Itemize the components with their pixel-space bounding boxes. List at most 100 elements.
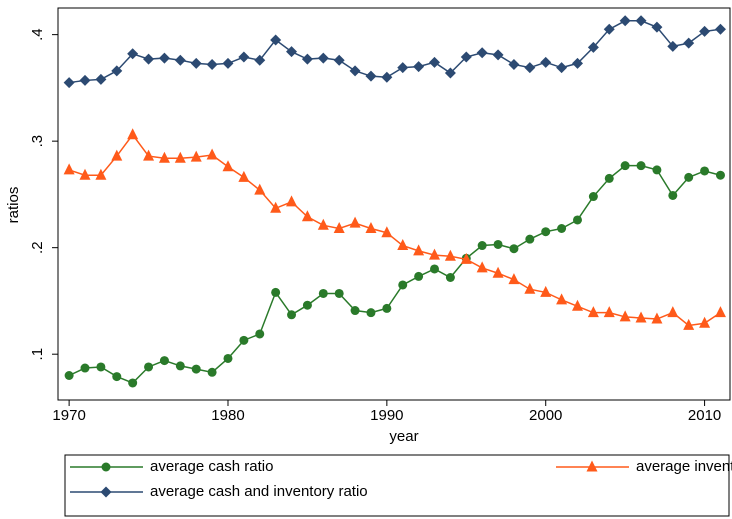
marker xyxy=(619,310,631,322)
marker xyxy=(79,168,91,180)
y-tick-label: .4 xyxy=(29,28,46,41)
y-tick-label: .2 xyxy=(29,241,46,254)
x-tick-label: 2000 xyxy=(529,407,562,424)
marker xyxy=(270,201,282,213)
marker xyxy=(317,52,329,64)
plot-frame xyxy=(57,7,731,401)
y-axis-label: ratios xyxy=(5,187,22,224)
marker xyxy=(414,271,424,281)
marker xyxy=(571,57,583,69)
marker xyxy=(365,70,377,82)
marker xyxy=(477,241,487,251)
marker xyxy=(540,56,552,68)
marker xyxy=(365,222,377,233)
marker xyxy=(64,371,74,380)
marker xyxy=(587,41,599,53)
marker xyxy=(492,266,504,278)
marker xyxy=(112,372,122,382)
marker xyxy=(700,166,710,176)
marker xyxy=(699,25,711,37)
x-tick-label: 1970 xyxy=(52,407,85,424)
marker xyxy=(301,210,313,222)
marker xyxy=(111,149,123,161)
marker xyxy=(572,215,582,225)
marker xyxy=(80,363,90,373)
x-tick-label: 2010 xyxy=(688,407,721,424)
marker xyxy=(524,62,536,74)
marker xyxy=(238,51,250,63)
marker xyxy=(635,15,647,27)
marker xyxy=(684,172,694,182)
marker xyxy=(333,54,345,66)
marker xyxy=(620,161,630,171)
legend-box xyxy=(64,454,730,517)
marker xyxy=(334,288,344,298)
y-tick-label: .1 xyxy=(29,348,46,361)
marker xyxy=(95,168,107,180)
marker xyxy=(143,53,155,65)
marker xyxy=(460,252,472,264)
marker xyxy=(79,74,91,86)
legend-marker xyxy=(586,460,598,472)
marker xyxy=(587,306,599,318)
marker xyxy=(508,273,520,285)
marker xyxy=(238,170,250,182)
marker xyxy=(445,273,455,282)
marker xyxy=(493,239,503,249)
x-tick-label: 1990 xyxy=(370,407,403,424)
marker xyxy=(699,316,711,328)
marker xyxy=(190,57,202,69)
marker xyxy=(714,306,726,318)
marker xyxy=(159,356,169,366)
marker xyxy=(127,128,139,140)
marker xyxy=(397,239,409,251)
marker xyxy=(476,47,488,59)
marker xyxy=(301,53,313,65)
marker xyxy=(525,234,535,244)
marker xyxy=(667,40,679,52)
marker xyxy=(430,264,440,274)
marker xyxy=(541,227,551,237)
legend-label: average inventory ratio xyxy=(636,458,732,475)
marker xyxy=(715,170,725,180)
marker xyxy=(175,361,185,371)
marker xyxy=(571,299,583,311)
marker xyxy=(270,34,282,46)
marker xyxy=(603,306,615,318)
legend-marker xyxy=(100,486,112,498)
marker xyxy=(668,190,678,200)
marker xyxy=(128,378,138,388)
marker xyxy=(223,353,233,363)
marker xyxy=(540,285,552,297)
legend-marker xyxy=(101,462,111,472)
marker xyxy=(239,335,249,345)
marker xyxy=(476,261,488,273)
marker xyxy=(254,183,266,195)
marker xyxy=(413,244,425,256)
marker xyxy=(191,364,201,374)
marker xyxy=(96,362,106,372)
marker xyxy=(287,310,297,320)
marker xyxy=(509,244,519,254)
marker xyxy=(190,150,202,162)
marker xyxy=(174,151,186,163)
marker xyxy=(207,367,217,377)
y-tick-label: .3 xyxy=(29,135,46,148)
marker xyxy=(127,48,139,60)
marker xyxy=(557,224,567,233)
marker xyxy=(604,173,614,183)
marker xyxy=(349,216,361,228)
marker xyxy=(603,23,615,35)
marker xyxy=(651,312,663,324)
marker xyxy=(381,71,393,83)
marker xyxy=(349,65,361,77)
marker xyxy=(350,306,360,316)
marker xyxy=(318,288,328,298)
marker xyxy=(144,362,154,372)
marker xyxy=(271,287,281,297)
legend-label: average cash ratio xyxy=(150,458,273,475)
marker xyxy=(714,23,726,35)
marker xyxy=(255,329,265,339)
marker xyxy=(302,300,312,310)
